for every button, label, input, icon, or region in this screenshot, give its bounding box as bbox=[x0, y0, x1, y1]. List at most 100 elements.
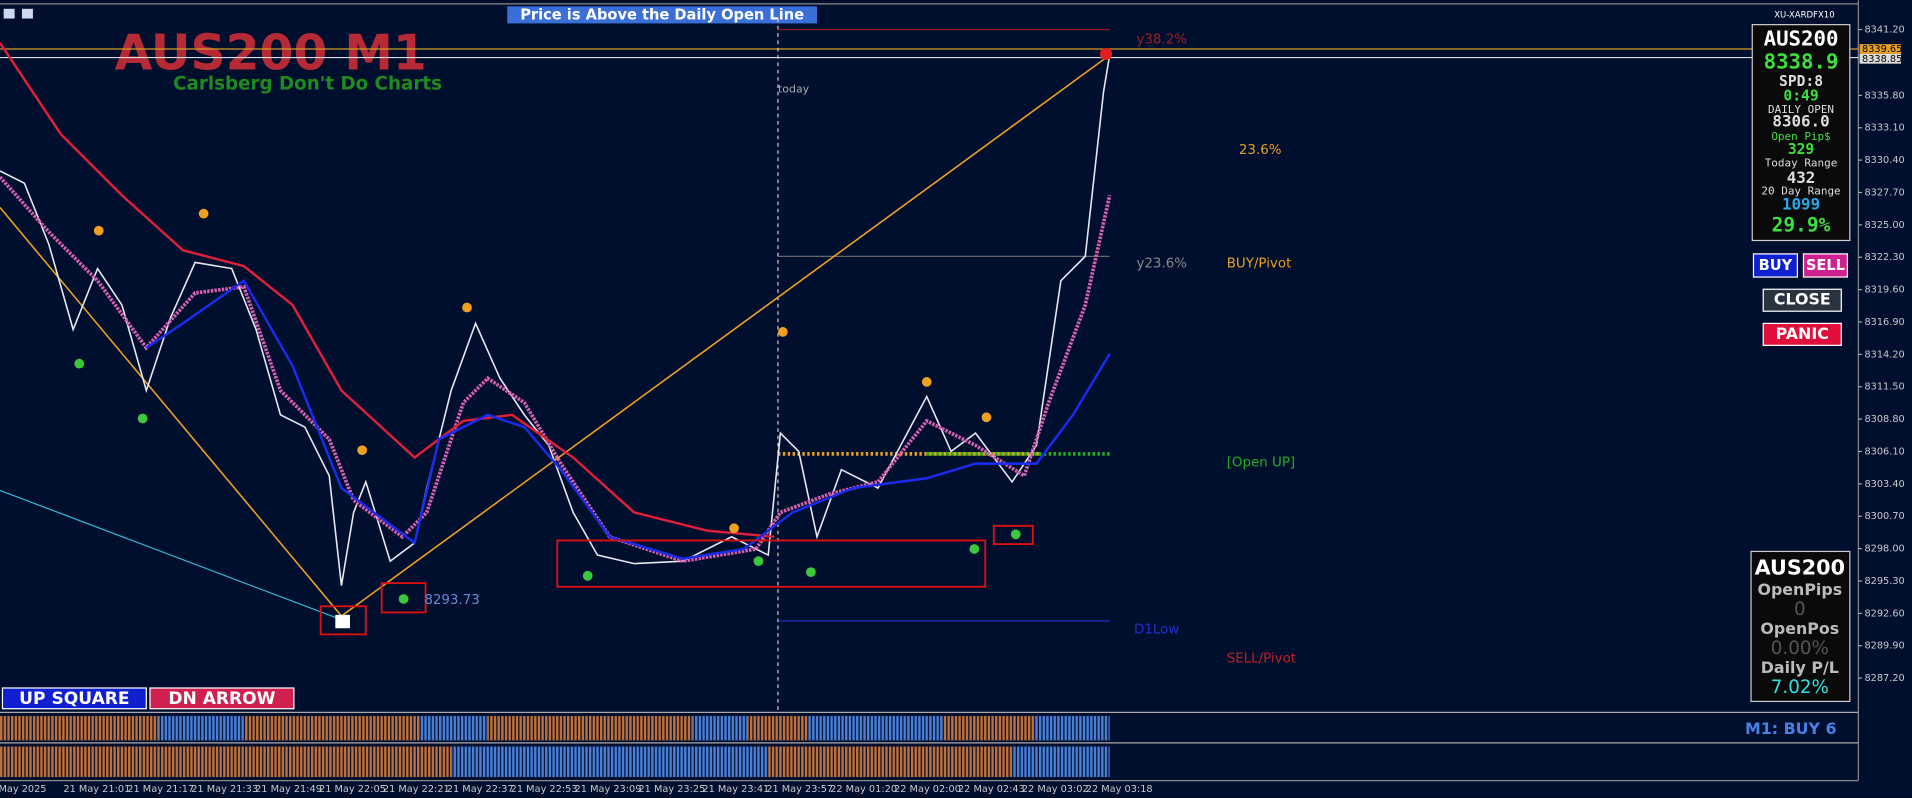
time-label: 21 May 21:33 bbox=[191, 784, 258, 795]
up-square-button[interactable] bbox=[1, 687, 147, 710]
time-label: 21 May 2025 bbox=[0, 784, 47, 795]
pl-symbol: AUS200 bbox=[1755, 555, 1845, 579]
button-label[interactable]: PANIC bbox=[1776, 324, 1829, 343]
time-label: 21 May 21:17 bbox=[127, 784, 194, 795]
time-label: 21 May 22:05 bbox=[319, 784, 386, 795]
time-label: 21 May 23:57 bbox=[766, 784, 833, 795]
fib-label: y23.6% bbox=[1136, 257, 1187, 272]
time-label: 22 May 01:20 bbox=[830, 784, 897, 795]
time-label: 22 May 02:43 bbox=[958, 784, 1025, 795]
price-label: 8333.10 bbox=[1864, 123, 1904, 134]
buy-button[interactable] bbox=[1752, 253, 1798, 278]
bars bbox=[0, 175, 1112, 564]
info-timer: 0:49 bbox=[1783, 88, 1818, 105]
dn-arrow-button[interactable] bbox=[149, 687, 295, 710]
price-label: 8292.60 bbox=[1864, 608, 1904, 619]
symbol: XU-XARDFX10 bbox=[1774, 10, 1834, 20]
price-label: 8306.10 bbox=[1864, 446, 1904, 457]
price-label: 8303.40 bbox=[1864, 479, 1904, 490]
info-symbol: AUS200 bbox=[1764, 26, 1839, 50]
time-label: 21 May 21:01 bbox=[63, 784, 130, 795]
info-value: 29.9% bbox=[1772, 213, 1831, 236]
time-label: 21 May 23:09 bbox=[575, 784, 642, 795]
pl-value: 0.00% bbox=[1771, 638, 1829, 659]
icon[interactable] bbox=[3, 8, 15, 19]
button-label[interactable]: CLOSE bbox=[1774, 290, 1831, 309]
dn-arrow bbox=[1099, 47, 1113, 61]
open-label: [Open UP] bbox=[1227, 455, 1295, 470]
ma-red bbox=[0, 42, 775, 539]
boxes bbox=[319, 524, 1034, 636]
info-value: 8306.0 bbox=[1772, 112, 1829, 131]
info-value: 329 bbox=[1788, 141, 1814, 158]
pl-value: 7.02% bbox=[1771, 677, 1829, 698]
close-button[interactable] bbox=[1762, 288, 1842, 312]
price-line bbox=[0, 55, 1111, 586]
d1low-label: D1Low bbox=[1134, 622, 1179, 637]
time-label: 21 May 23:25 bbox=[638, 784, 705, 795]
icon[interactable] bbox=[21, 8, 33, 19]
info-panel bbox=[1751, 24, 1851, 242]
price-label: 8341.20 bbox=[1864, 25, 1904, 36]
bid-tag bbox=[1859, 53, 1902, 64]
today-label: today bbox=[778, 82, 810, 95]
swing-lows bbox=[74, 358, 1021, 604]
time-label: 21 May 22:37 bbox=[447, 784, 514, 795]
price-label: 8316.90 bbox=[1864, 317, 1904, 328]
price-label: 8327.70 bbox=[1864, 187, 1904, 198]
price-label: 8298.00 bbox=[1864, 544, 1904, 555]
price-label: 8330.40 bbox=[1864, 155, 1904, 166]
sell-button[interactable] bbox=[1802, 253, 1848, 278]
time-label: 21 May 23:41 bbox=[702, 784, 769, 795]
button-label[interactable]: BUY bbox=[1759, 257, 1793, 274]
time-label: 21 May 21:49 bbox=[255, 784, 322, 795]
price-label: 8293.73 bbox=[424, 593, 479, 608]
price-label: 8319.60 bbox=[1864, 285, 1904, 296]
title: AUS200 M1 bbox=[115, 24, 427, 81]
info-value: 432 bbox=[1787, 168, 1816, 187]
swing-highs bbox=[93, 208, 992, 534]
price-axis-bg bbox=[1858, 0, 1912, 781]
time-label: 22 May 02:00 bbox=[894, 784, 961, 795]
button-label[interactable]: UP SQUARE bbox=[19, 689, 129, 709]
price-label: 8287.20 bbox=[1864, 673, 1904, 684]
trend-line bbox=[0, 489, 342, 621]
banner: Price is Above the Daily Open Line bbox=[520, 7, 804, 24]
info-spread: SPD:8 bbox=[1779, 73, 1823, 90]
pl-panel bbox=[1750, 550, 1851, 703]
pl-label: OpenPos bbox=[1760, 619, 1839, 638]
pl-value: 0 bbox=[1794, 599, 1806, 620]
price-label: 8325.00 bbox=[1864, 220, 1904, 231]
price-label: 8335.80 bbox=[1864, 90, 1904, 101]
banner-bg bbox=[507, 6, 817, 24]
price-label: 8300.70 bbox=[1864, 511, 1904, 522]
pivot-label: SELL/Pivot bbox=[1227, 652, 1296, 667]
info-label: DAILY OPEN bbox=[1768, 103, 1834, 116]
pl-label: OpenPips bbox=[1757, 580, 1842, 599]
button-label[interactable]: DN ARROW bbox=[168, 689, 275, 709]
info-value: 1099 bbox=[1782, 195, 1820, 214]
info-price: 8338.9 bbox=[1764, 49, 1839, 73]
panic-button[interactable] bbox=[1762, 322, 1842, 346]
time-label: 22 May 03:18 bbox=[1086, 784, 1153, 795]
ask-tag bbox=[1859, 44, 1902, 54]
price-label: 8295.30 bbox=[1864, 576, 1904, 587]
info-label: Today Range bbox=[1765, 157, 1838, 170]
subtitle: Carlsberg Don't Do Charts bbox=[173, 73, 442, 94]
indicator-signal: M1: BUY 6 bbox=[1745, 719, 1837, 738]
ask-price: 8339.65 bbox=[1862, 44, 1902, 55]
button-label[interactable]: SELL bbox=[1806, 257, 1845, 274]
bid-price: 8338.85 bbox=[1862, 54, 1902, 65]
fib-label: y38.2% bbox=[1136, 32, 1187, 47]
info-panel-text: AUS200 8338.9 SPD:8 0:49 DAILY OPEN 8306… bbox=[1761, 26, 1840, 236]
up-arrow bbox=[335, 614, 350, 629]
price-label: 8311.50 bbox=[1864, 382, 1904, 393]
time-label: 22 May 03:02 bbox=[1022, 784, 1089, 795]
indicator-strip bbox=[0, 716, 1110, 778]
info-label: Open Pip$ bbox=[1771, 130, 1830, 143]
time-label: 21 May 22:53 bbox=[511, 784, 578, 795]
price-label: 8308.80 bbox=[1864, 414, 1904, 425]
